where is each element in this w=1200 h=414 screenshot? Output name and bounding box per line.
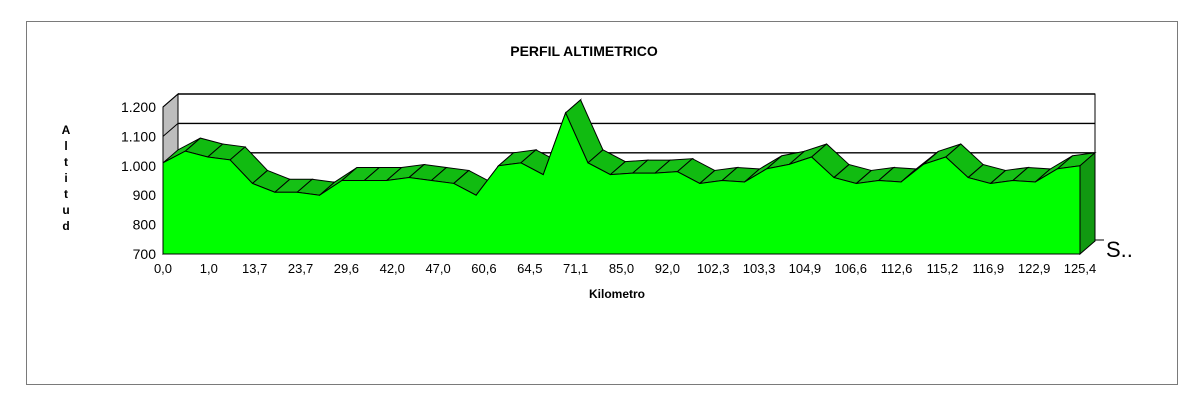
data-point	[878, 180, 880, 181]
data-point	[363, 180, 365, 181]
x-tick-label: 85,0	[609, 261, 634, 276]
x-tick-label: 47,0	[425, 261, 450, 276]
data-point	[587, 162, 589, 164]
data-point	[453, 182, 455, 184]
data-point	[833, 177, 835, 179]
data-point	[296, 191, 298, 193]
data-point	[967, 177, 969, 179]
x-tick-label: 112,6	[881, 261, 913, 276]
y-axis-label-letter: t	[64, 155, 68, 169]
legend: S..	[1095, 237, 1133, 262]
elevation-area	[162, 98, 1097, 256]
y-axis-label-letter: l	[64, 139, 67, 153]
data-point	[1012, 180, 1014, 181]
data-point	[855, 182, 857, 184]
x-tick-label: 92,0	[655, 261, 680, 276]
y-tick-label: 1.000	[121, 158, 156, 174]
y-tick-label: 1.100	[121, 128, 156, 144]
x-tick-label: 116,9	[973, 261, 1005, 276]
data-point	[475, 194, 477, 196]
y-axis-label-letter: u	[62, 203, 69, 217]
data-point	[676, 171, 678, 173]
data-point	[207, 156, 209, 158]
legend-series-label: S..	[1106, 237, 1133, 262]
data-point	[945, 156, 947, 158]
x-tick-label: 42,0	[380, 261, 405, 276]
y-tick-label: 700	[133, 246, 157, 262]
x-tick-label: 104,9	[789, 261, 822, 276]
data-point	[990, 182, 992, 184]
data-point	[162, 162, 164, 164]
y-tick-label: 800	[133, 217, 157, 233]
data-point	[788, 163, 790, 165]
data-point	[1034, 181, 1036, 183]
data-point	[1079, 165, 1081, 167]
x-tick-label: 13,7	[242, 261, 267, 276]
gridline-diagonal	[162, 93, 179, 108]
data-point	[699, 182, 701, 184]
x-tick-label: 115,2	[927, 261, 959, 276]
data-point	[430, 180, 432, 181]
data-point	[565, 112, 567, 114]
data-point	[229, 159, 231, 161]
data-point	[766, 168, 768, 170]
data-point	[184, 150, 186, 152]
data-point	[319, 194, 321, 196]
data-point	[497, 165, 499, 167]
x-tick-label: 0,0	[154, 261, 172, 276]
data-point	[609, 174, 611, 176]
x-tick-label: 125,4	[1064, 261, 1097, 276]
data-point	[251, 182, 253, 184]
data-point	[900, 181, 902, 183]
data-point	[520, 162, 522, 164]
data-point	[654, 172, 656, 174]
data-point	[408, 177, 410, 179]
x-tick-label: 64,5	[517, 261, 542, 276]
data-point	[721, 180, 723, 181]
x-tick-label: 122,9	[1018, 261, 1051, 276]
data-point	[811, 156, 813, 158]
gridline-diagonal	[162, 123, 179, 137]
y-tick-label: 1.200	[121, 99, 156, 115]
x-axis-label: Kilometro	[589, 287, 645, 301]
x-tick-label: 71,1	[563, 261, 588, 276]
x-tick-label: 103,3	[743, 261, 776, 276]
y-axis-label-letter: A	[62, 123, 71, 137]
x-tick-label: 23,7	[288, 261, 313, 276]
chart-title: PERFIL ALTIMETRICO	[510, 43, 658, 59]
data-point	[341, 180, 343, 181]
x-tick-label: 102,3	[697, 261, 730, 276]
x-tick-label: 1,0	[200, 261, 218, 276]
y-tick-label: 900	[133, 187, 157, 203]
area-end-face	[1079, 151, 1096, 256]
data-point	[1057, 168, 1059, 170]
x-tick-label: 29,6	[334, 261, 359, 276]
data-point	[632, 172, 634, 174]
data-point	[386, 180, 388, 181]
data-point	[542, 174, 544, 176]
data-point	[274, 191, 276, 193]
y-axis-label-letter: d	[62, 219, 69, 233]
data-point	[744, 181, 746, 183]
x-tick-label: 106,6	[834, 261, 867, 276]
y-axis-label-letter: i	[64, 171, 67, 185]
data-point	[922, 163, 924, 165]
y-axis-label-letter: t	[64, 187, 68, 201]
x-tick-label: 60,6	[471, 261, 496, 276]
